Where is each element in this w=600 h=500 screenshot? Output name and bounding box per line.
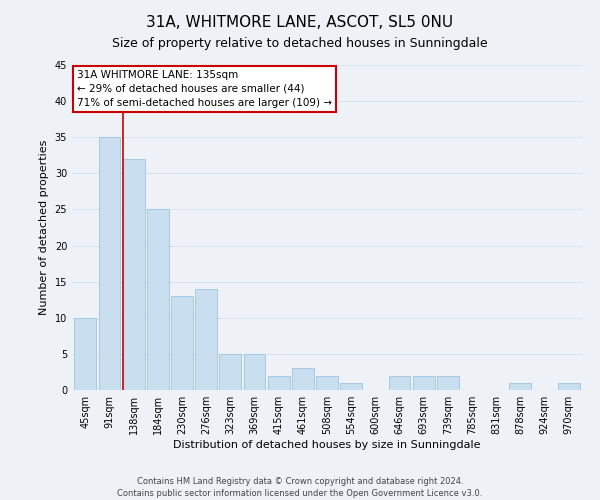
Bar [509,383,531,390]
Bar [316,376,338,390]
Bar [98,137,121,390]
Y-axis label: Number of detached properties: Number of detached properties [39,140,49,315]
Bar [123,159,145,390]
Bar [244,354,265,390]
Bar [171,296,193,390]
Text: Contains HM Land Registry data © Crown copyright and database right 2024.
Contai: Contains HM Land Registry data © Crown c… [118,476,482,498]
Text: 31A, WHITMORE LANE, ASCOT, SL5 0NU: 31A, WHITMORE LANE, ASCOT, SL5 0NU [146,15,454,30]
X-axis label: Distribution of detached houses by size in Sunningdale: Distribution of detached houses by size … [173,440,481,450]
Bar [413,376,434,390]
Bar [558,383,580,390]
Bar [292,368,314,390]
Text: 31A WHITMORE LANE: 135sqm
← 29% of detached houses are smaller (44)
71% of semi-: 31A WHITMORE LANE: 135sqm ← 29% of detac… [77,70,332,108]
Bar [389,376,410,390]
Bar [74,318,96,390]
Bar [220,354,241,390]
Text: Size of property relative to detached houses in Sunningdale: Size of property relative to detached ho… [112,38,488,51]
Bar [195,289,217,390]
Bar [340,383,362,390]
Bar [147,210,169,390]
Bar [437,376,459,390]
Bar [268,376,290,390]
